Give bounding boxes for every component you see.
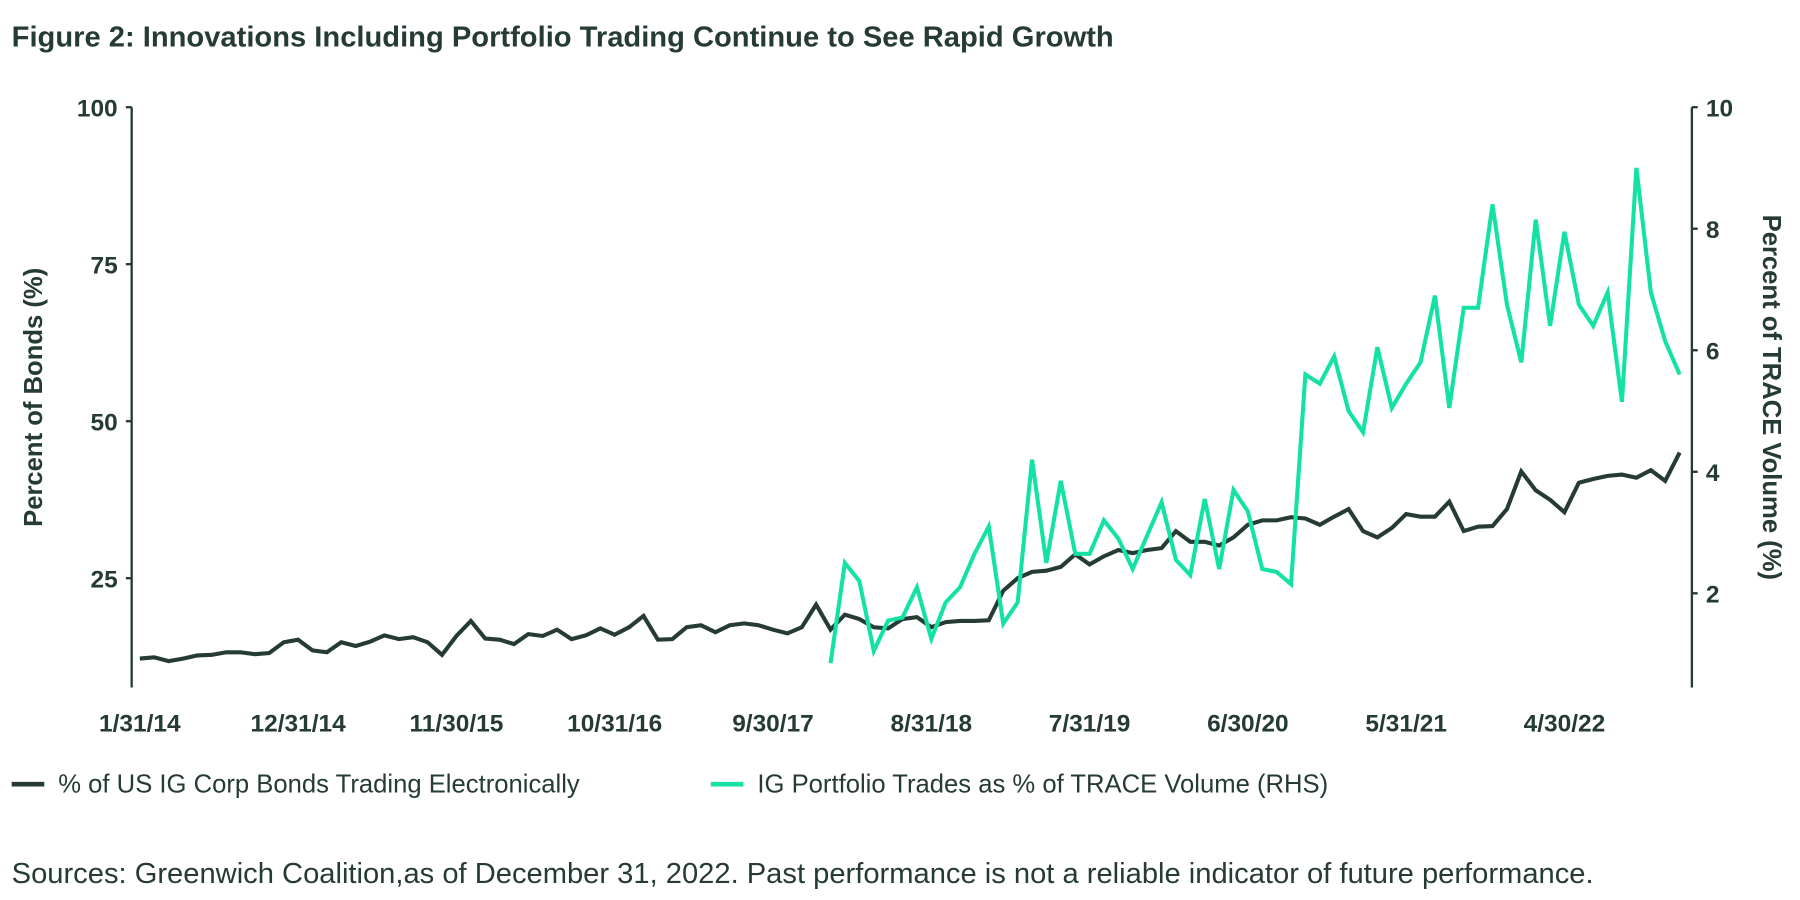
chart-plot: 25 50 75 100 2 4 6 8 10 1/31/14 12/31/14 11/30/15 10… [20,96,1785,738]
right-tick-label: 8 [1706,217,1720,244]
legend-swatch-teal [710,781,744,787]
x-tick-label: 11/30/15 [409,711,503,738]
x-tick-label: 7/31/19 [1049,711,1131,738]
chart-title: Figure 2: Innovations Including Portfoli… [11,20,1114,54]
x-tick-label: 8/31/18 [890,711,972,738]
x-tick-label: 10/31/16 [567,711,662,738]
left-tick-label: 25 [90,567,117,594]
series-line-electronic [139,451,1682,664]
right-tick-label: 2 [1706,582,1720,609]
legend-label: IG Portfolio Trades as % of TRACE Volume… [757,769,1329,799]
left-tick-label: 75 [90,253,117,280]
right-axis-label: Percent of TRACE Volume (%) [1757,215,1785,580]
left-tick-label: 100 [77,96,118,123]
x-tick-label: 12/31/14 [251,711,347,738]
right-tick-label: 4 [1706,460,1720,487]
right-tick-label: 6 [1706,339,1720,366]
source-note: Sources: Greenwich Coalition,as of Decem… [11,857,1594,891]
legend-swatch-dark [11,781,45,787]
x-tick-label: 9/30/17 [732,711,814,738]
x-tick-label: 4/30/22 [1524,711,1606,738]
right-tick-label: 10 [1706,96,1733,123]
x-tick-label: 1/31/14 [99,711,181,738]
x-tick-label: 5/31/21 [1365,711,1447,738]
left-tick-label: 50 [90,410,117,437]
left-axis-label: Percent of Bonds (%) [20,268,48,527]
x-tick-label: 6/30/20 [1207,711,1289,738]
series-line-portfolio [828,167,1682,664]
legend-label: % of US IG Corp Bonds Trading Electronic… [58,769,580,799]
legend-item-portfolio: IG Portfolio Trades as % of TRACE Volume… [710,769,1329,799]
legend-item-electronic: % of US IG Corp Bonds Trading Electronic… [11,769,580,799]
